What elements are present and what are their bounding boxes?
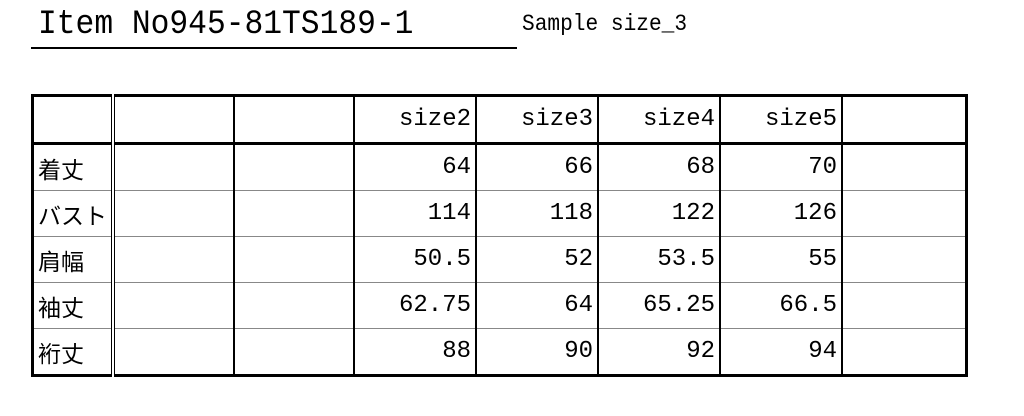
empty-cell bbox=[112, 236, 235, 283]
value-cell: 88 bbox=[353, 328, 477, 376]
header-cell-size2: size2 bbox=[353, 95, 477, 145]
row-label: 裄丈 bbox=[31, 328, 115, 376]
row-label: 着丈 bbox=[31, 143, 115, 191]
value-cell: 53.5 bbox=[597, 236, 721, 283]
row-label: 袖丈 bbox=[31, 282, 115, 329]
item-number-title: Item No945-81TS189-1 bbox=[38, 6, 414, 44]
value-cell: 55 bbox=[719, 236, 843, 283]
value-cell: 114 bbox=[353, 190, 477, 237]
size-spec-table: size2 size3 size4 size5 着丈 64 66 68 70 バスト 1… bbox=[31, 94, 968, 377]
header-cell bbox=[112, 95, 235, 145]
title-underline bbox=[31, 47, 517, 49]
value-cell: 92 bbox=[597, 328, 721, 376]
value-cell: 64 bbox=[475, 282, 599, 329]
value-cell: 94 bbox=[719, 328, 843, 376]
row-label: 肩幅 bbox=[31, 236, 115, 283]
value-cell: 66.5 bbox=[719, 282, 843, 329]
empty-cell bbox=[233, 236, 355, 283]
value-cell: 50.5 bbox=[353, 236, 477, 283]
table-row: 袖丈 62.75 64 65.25 66.5 bbox=[31, 282, 968, 329]
value-cell: 70 bbox=[719, 143, 843, 191]
header-cell-size4: size4 bbox=[597, 95, 721, 145]
value-cell: 52 bbox=[475, 236, 599, 283]
empty-cell bbox=[233, 328, 355, 376]
empty-cell bbox=[112, 282, 235, 329]
header-cell bbox=[233, 95, 355, 145]
table-row: バスト 114 118 122 126 bbox=[31, 190, 968, 237]
value-cell: 118 bbox=[475, 190, 599, 237]
empty-cell bbox=[841, 143, 968, 191]
empty-cell bbox=[233, 143, 355, 191]
table-row: 着丈 64 66 68 70 bbox=[31, 143, 968, 191]
empty-cell bbox=[112, 143, 235, 191]
value-cell: 122 bbox=[597, 190, 721, 237]
empty-cell bbox=[112, 190, 235, 237]
empty-cell bbox=[841, 328, 968, 376]
empty-cell bbox=[841, 236, 968, 283]
value-cell: 126 bbox=[719, 190, 843, 237]
value-cell: 64 bbox=[353, 143, 477, 191]
empty-cell bbox=[841, 190, 968, 237]
empty-cell bbox=[841, 282, 968, 329]
empty-cell bbox=[233, 190, 355, 237]
value-cell: 65.25 bbox=[597, 282, 721, 329]
table-row: 肩幅 50.5 52 53.5 55 bbox=[31, 236, 968, 283]
value-cell: 62.75 bbox=[353, 282, 477, 329]
table-row: 裄丈 88 90 92 94 bbox=[31, 328, 968, 376]
empty-cell bbox=[112, 328, 235, 376]
value-cell: 90 bbox=[475, 328, 599, 376]
header-cell bbox=[31, 95, 115, 145]
value-cell: 68 bbox=[597, 143, 721, 191]
value-cell: 66 bbox=[475, 143, 599, 191]
empty-cell bbox=[233, 282, 355, 329]
table-header-row: size2 size3 size4 size5 bbox=[31, 95, 968, 145]
header-cell-size5: size5 bbox=[719, 95, 843, 145]
sample-size-label: Sample size_3 bbox=[522, 11, 688, 37]
header-cell-size3: size3 bbox=[475, 95, 599, 145]
header-cell bbox=[841, 95, 968, 145]
row-label: バスト bbox=[31, 190, 115, 237]
